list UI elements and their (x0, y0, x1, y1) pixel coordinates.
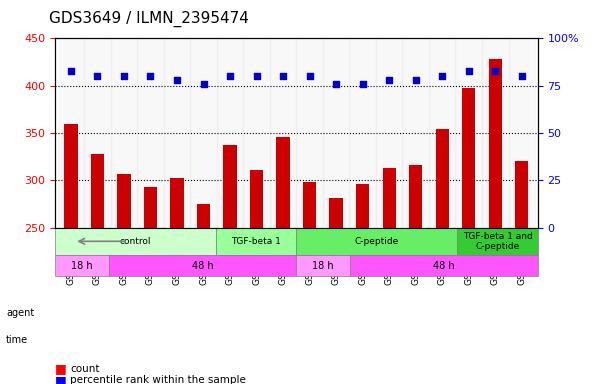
FancyBboxPatch shape (350, 255, 538, 276)
Point (199, 81, 208, 87)
Bar (323, 38, 349, 228)
Text: agent: agent (6, 308, 34, 318)
Point (491, 68, 500, 74)
Bar (164, 38, 190, 228)
Bar (64, 124, 78, 384)
FancyBboxPatch shape (296, 255, 350, 276)
Point (172, 77, 182, 83)
Bar (482, 38, 508, 228)
Bar (137, 38, 164, 228)
Text: GDS3649 / ILMN_2395474: GDS3649 / ILMN_2395474 (49, 11, 249, 27)
Bar (403, 38, 429, 228)
Bar (197, 204, 210, 384)
Point (225, 73, 235, 79)
Text: TGF-beta 1: TGF-beta 1 (231, 237, 281, 246)
Bar (111, 38, 137, 228)
Text: C-peptide: C-peptide (354, 237, 399, 246)
Bar (489, 59, 502, 384)
Point (305, 73, 315, 79)
FancyBboxPatch shape (55, 255, 109, 276)
Point (384, 77, 394, 83)
Bar (217, 38, 243, 228)
Point (119, 73, 129, 79)
Bar (376, 38, 403, 228)
Bar (356, 184, 369, 384)
Text: 18 h: 18 h (71, 261, 93, 271)
Bar (429, 38, 455, 228)
Bar (84, 38, 111, 228)
Bar (276, 137, 290, 384)
Bar (455, 38, 482, 228)
Point (145, 73, 155, 79)
Bar (250, 170, 263, 384)
FancyBboxPatch shape (55, 228, 216, 255)
Bar (409, 165, 422, 384)
Bar (117, 174, 131, 384)
Point (437, 73, 447, 79)
Bar (382, 168, 396, 384)
Bar (349, 38, 376, 228)
Text: ■: ■ (55, 374, 67, 384)
Point (252, 73, 262, 79)
Bar (303, 182, 316, 384)
Point (66, 68, 76, 74)
Bar (144, 187, 157, 384)
FancyBboxPatch shape (296, 228, 457, 255)
Bar (329, 199, 343, 384)
Bar (170, 177, 184, 384)
Bar (91, 154, 104, 384)
Bar (436, 129, 449, 384)
Text: count: count (70, 364, 100, 374)
Point (358, 81, 368, 87)
Point (464, 68, 474, 74)
Bar (515, 161, 529, 384)
Bar (57, 38, 84, 228)
FancyBboxPatch shape (457, 228, 538, 255)
Bar (224, 146, 236, 384)
Point (331, 81, 341, 87)
Bar (190, 38, 217, 228)
FancyBboxPatch shape (109, 255, 296, 276)
Text: 18 h: 18 h (312, 261, 334, 271)
Text: time: time (6, 335, 28, 345)
Text: control: control (120, 237, 151, 246)
Text: 48 h: 48 h (433, 261, 455, 271)
Point (92, 73, 102, 79)
Point (278, 73, 288, 79)
Text: percentile rank within the sample: percentile rank within the sample (70, 375, 246, 384)
Point (517, 73, 527, 79)
Bar (243, 38, 270, 228)
Bar (508, 38, 535, 228)
FancyBboxPatch shape (216, 228, 296, 255)
Text: TGF-beta 1 and
C-peptide: TGF-beta 1 and C-peptide (463, 232, 532, 251)
Bar (296, 38, 323, 228)
Text: 48 h: 48 h (192, 261, 213, 271)
Bar (462, 88, 475, 384)
Point (411, 77, 420, 83)
Text: ■: ■ (55, 362, 67, 375)
Bar (270, 38, 296, 228)
